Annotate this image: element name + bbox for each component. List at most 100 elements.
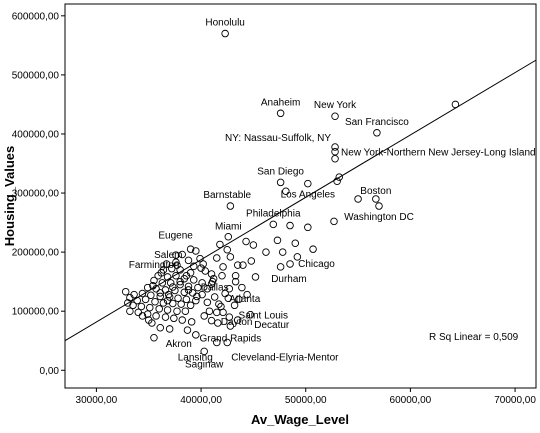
data-point <box>234 295 243 304</box>
data-point <box>172 251 180 259</box>
data-point <box>223 246 231 254</box>
data-point <box>278 248 287 256</box>
point-label: Anaheim <box>261 97 300 108</box>
data-point <box>372 195 380 203</box>
data-point <box>192 247 200 255</box>
point-label: Saint Louis <box>239 310 288 321</box>
data-point <box>354 195 362 203</box>
data-point <box>150 334 158 342</box>
data-point <box>309 245 317 253</box>
data-point <box>156 323 164 332</box>
data-point <box>331 155 339 163</box>
data-point <box>182 272 191 280</box>
data-point <box>226 202 235 210</box>
point-label: Chicago <box>298 259 335 270</box>
x-tick-label: 50000,00 <box>285 395 327 406</box>
data-point <box>187 318 196 326</box>
data-point <box>231 277 240 286</box>
data-point <box>243 290 251 299</box>
data-point <box>184 286 193 294</box>
data-point <box>330 217 338 226</box>
data-point <box>174 294 182 302</box>
data-point <box>331 112 339 120</box>
data-point <box>230 301 239 310</box>
data-point <box>154 272 162 280</box>
data-point <box>189 262 198 271</box>
data-point <box>219 263 227 271</box>
x-tick-label: 30000,00 <box>76 395 118 406</box>
x-tick-label: 70000,00 <box>494 395 536 406</box>
data-point <box>168 264 176 273</box>
y-tick-label: 0,00 <box>40 366 60 377</box>
data-point <box>239 261 247 269</box>
y-tick-label: 200000,00 <box>12 248 60 259</box>
point-label: Philadelphia <box>246 208 301 219</box>
data-point <box>200 312 208 320</box>
data-point <box>155 305 163 313</box>
data-point <box>304 179 312 188</box>
x-axis: 30000,00 40000,00 50000,00 60000,00 70000,00 <box>76 388 536 406</box>
point-label: Decatur <box>254 320 290 331</box>
data-point <box>165 325 174 333</box>
data-point <box>226 253 235 261</box>
y-tick-label: 300000,00 <box>12 189 60 200</box>
data-point <box>233 316 242 324</box>
y-axis: 0,00 100000,00 200000,00 300000,00 400000,00… <box>12 11 65 377</box>
data-point <box>138 312 147 320</box>
y-tick-label: 100000,00 <box>12 307 60 318</box>
point-label: Miami <box>215 221 242 232</box>
data-point <box>247 257 256 265</box>
data-point <box>333 177 341 185</box>
data-point <box>197 264 205 272</box>
data-point <box>164 290 173 299</box>
data-point <box>162 260 171 268</box>
data-point <box>180 288 189 297</box>
data-point <box>159 266 168 274</box>
data-point <box>186 301 195 310</box>
data-point <box>141 295 150 304</box>
data-point <box>213 338 221 347</box>
point-label: Washington DC <box>344 212 414 223</box>
y-axis-title: Housing_Values <box>2 146 17 246</box>
data-point <box>251 273 260 281</box>
data-point <box>226 322 235 330</box>
y-tick-label: 500000,00 <box>12 70 60 81</box>
data-point <box>124 299 132 307</box>
data-point <box>218 272 226 280</box>
data-point <box>172 272 180 280</box>
data-point <box>163 296 172 305</box>
point-label: NY: Nassau-Suffolk, NY <box>225 133 331 144</box>
data-point <box>203 298 212 307</box>
data-point <box>331 143 339 151</box>
data-point <box>182 295 191 304</box>
point-label: San Diego <box>257 166 304 177</box>
data-point <box>233 261 242 269</box>
data-point <box>138 289 147 298</box>
data-point <box>192 331 200 339</box>
data-point <box>173 307 181 315</box>
point-label: Grand Rapids <box>200 334 262 345</box>
data-point <box>373 129 381 137</box>
data-point <box>304 223 312 232</box>
point-label: Salem <box>154 250 182 261</box>
data-point <box>293 253 302 261</box>
data-point <box>169 283 177 291</box>
data-point <box>225 313 234 321</box>
data-point <box>276 178 285 187</box>
data-point <box>216 240 224 249</box>
point-label: Atlanta <box>229 294 261 305</box>
data-point <box>151 297 159 306</box>
point-label: Farmington <box>129 260 180 271</box>
x-axis-title: Av_Wage_Level <box>251 412 349 427</box>
x-tick-label: 60000,00 <box>390 395 432 406</box>
data-point <box>158 279 167 287</box>
point-label: Boston <box>360 186 391 197</box>
data-point <box>375 202 383 210</box>
data-point <box>242 237 250 246</box>
data-point <box>219 308 227 317</box>
point-label: Los Angeles <box>281 190 336 201</box>
data-point <box>200 347 208 356</box>
data-point <box>137 302 146 311</box>
point-label: Dayton <box>221 317 253 328</box>
